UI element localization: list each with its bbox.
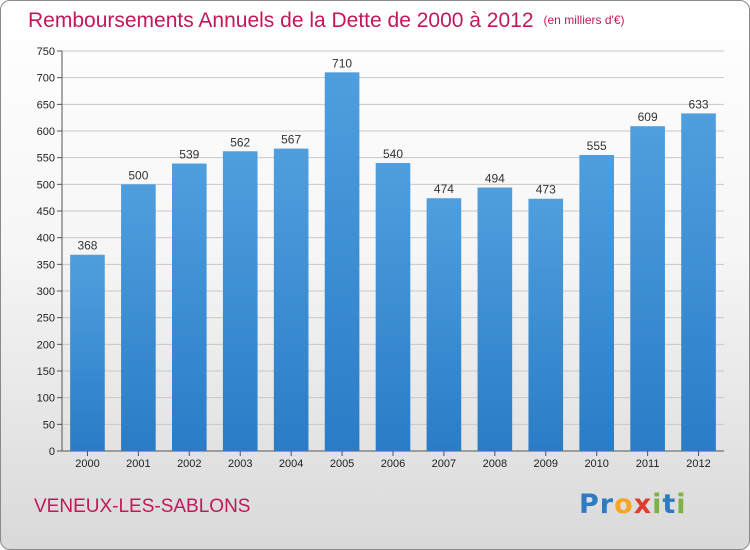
y-tick-label: 500: [37, 179, 55, 191]
y-tick-label: 750: [37, 46, 55, 58]
commune-name: VENEUX-LES-SABLONS: [34, 496, 251, 517]
y-tick-label: 200: [37, 339, 55, 351]
value-label: 567: [281, 133, 301, 147]
bar-2003: [222, 151, 258, 451]
bar-2010: [579, 155, 615, 451]
x-tick-label: 2001: [126, 458, 150, 470]
x-tick-label: 2011: [636, 458, 660, 470]
x-tick-label: 2004: [279, 458, 303, 470]
value-label: 474: [434, 182, 454, 196]
y-tick-label: 600: [37, 126, 55, 138]
y-tick-label: 0: [49, 446, 55, 458]
chart-title: Remboursements Annuels de la Dette de 20…: [28, 9, 625, 33]
y-tick-label: 650: [37, 99, 55, 111]
x-tick-label: 2009: [534, 458, 558, 470]
proxiti-logo: Proxiti: [579, 489, 687, 520]
bar-2012: [681, 113, 716, 452]
logo-letter: i: [652, 489, 663, 520]
y-tick-label: 350: [37, 259, 55, 271]
value-label: 555: [587, 139, 607, 153]
value-label: 368: [77, 239, 97, 253]
y-tick-label: 550: [37, 153, 55, 165]
chart-title-text: Remboursements Annuels de la Dette de 20…: [28, 9, 534, 32]
x-tick-label: 2010: [584, 458, 608, 470]
y-tick-label: 250: [37, 313, 55, 325]
logo-letter: x: [633, 489, 653, 520]
chart-unit: (en milliers d'€): [543, 13, 625, 27]
y-tick-label: 450: [37, 206, 55, 218]
bar-2006: [375, 163, 411, 451]
y-tick-label: 100: [37, 393, 55, 405]
y-tick-label: 700: [37, 73, 55, 85]
bar-2005: [324, 72, 360, 451]
value-label: 500: [128, 168, 148, 182]
bar-2000: [70, 254, 105, 451]
x-tick-label: 2006: [381, 458, 405, 470]
logo-letter: P: [579, 489, 600, 520]
x-tick-label: 2007: [432, 458, 456, 470]
bar-2008: [477, 187, 513, 452]
x-tick-label: 2005: [330, 458, 354, 470]
bars: [70, 72, 716, 452]
logo-letter: r: [599, 489, 615, 520]
y-tick-label: 50: [43, 419, 55, 431]
bar-2011: [630, 126, 665, 451]
value-label: 710: [332, 56, 352, 70]
labels: 2000 368 2001 500 2002 539 2003 562 2004 567 2005 7…: [75, 56, 711, 470]
bar-2004: [273, 148, 309, 451]
value-label: 609: [638, 110, 658, 124]
axes: 0 50 100 150 200 250 300 350 400 450 500 550 600 650 7…: [37, 46, 724, 458]
logo-letter: o: [614, 489, 634, 520]
bar-2002: [171, 163, 207, 452]
bar-2001: [121, 184, 156, 452]
y-tick-label: 400: [37, 233, 55, 245]
y-tick-label: 150: [37, 366, 55, 378]
value-label: 494: [485, 172, 505, 186]
value-label: 539: [179, 148, 199, 162]
bar-2007: [426, 198, 462, 451]
logo-letter: t: [662, 489, 677, 520]
x-tick-label: 2000: [75, 458, 99, 470]
value-label: 562: [230, 135, 250, 149]
value-label: 540: [383, 147, 403, 161]
x-tick-label: 2012: [686, 458, 710, 470]
value-label: 473: [536, 183, 556, 197]
y-tick-label: 300: [37, 286, 55, 298]
bar-2009: [528, 198, 564, 451]
logo-letter: i: [676, 489, 687, 520]
x-tick-label: 2003: [228, 458, 252, 470]
value-label: 633: [689, 97, 709, 111]
x-tick-label: 2008: [483, 458, 507, 470]
x-tick-label: 2002: [177, 458, 201, 470]
